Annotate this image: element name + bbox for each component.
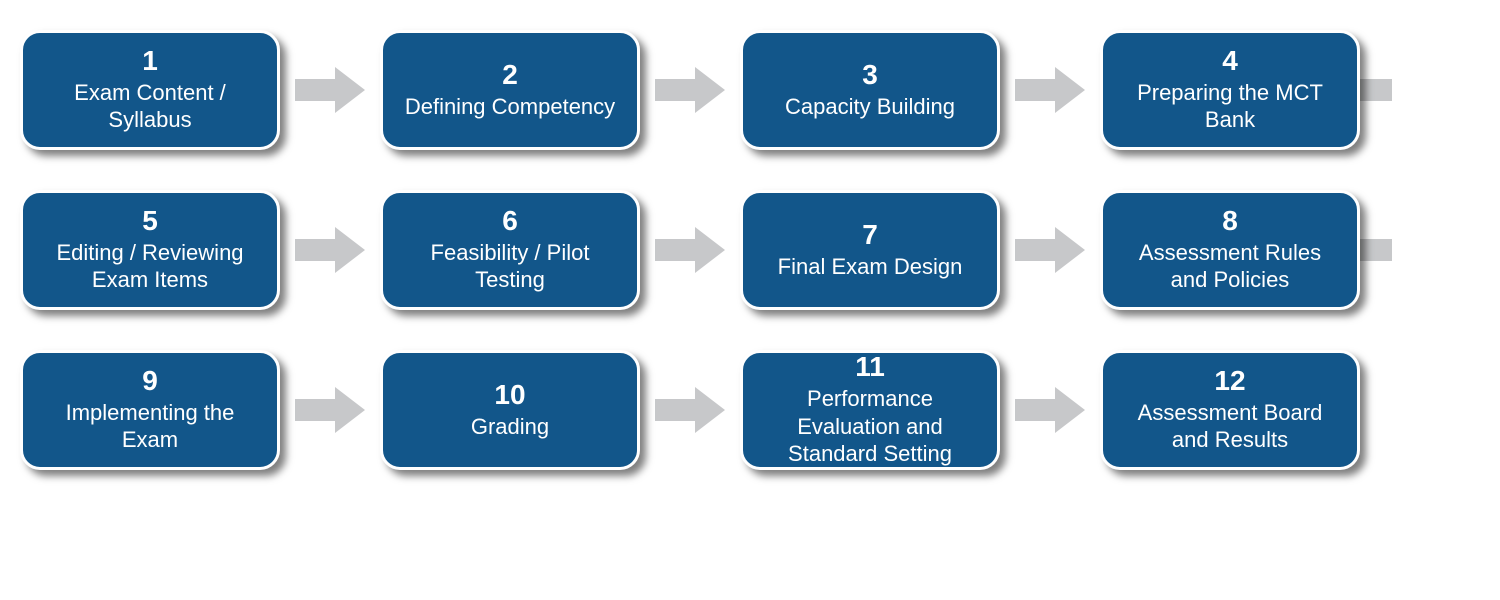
arrow-right-icon [1360, 67, 1393, 113]
arrow-right-icon [1000, 67, 1100, 113]
step-number: 10 [494, 380, 525, 411]
step-box: 11 Performance Evaluation and Standard S… [740, 350, 1000, 470]
arrow-right-icon [1000, 227, 1100, 273]
step-label: Performance Evaluation and Standard Sett… [759, 385, 981, 468]
step-number: 2 [502, 60, 518, 91]
step-label: Capacity Building [785, 93, 955, 121]
arrow-right-icon [1000, 387, 1100, 433]
flow-row: 1 Exam Content / Syllabus 2 Defining Com… [20, 30, 1480, 150]
arrow-right-icon [640, 227, 740, 273]
step-number: 4 [1222, 46, 1238, 77]
step-number: 1 [142, 46, 158, 77]
step-box: 2 Defining Competency [380, 30, 640, 150]
process-flow-diagram: 1 Exam Content / Syllabus 2 Defining Com… [20, 30, 1480, 470]
step-number: 12 [1214, 366, 1245, 397]
step-label: Editing / Reviewing Exam Items [39, 239, 261, 294]
step-label: Defining Competency [405, 93, 615, 121]
arrow-right-icon [1360, 227, 1393, 273]
step-box: 1 Exam Content / Syllabus [20, 30, 280, 150]
step-label: Assessment Rules and Policies [1119, 239, 1341, 294]
step-box: 5 Editing / Reviewing Exam Items [20, 190, 280, 310]
arrow-right-icon [280, 67, 380, 113]
step-number: 3 [862, 60, 878, 91]
step-box: 6 Feasibility / Pilot Testing [380, 190, 640, 310]
step-box: 10 Grading [380, 350, 640, 470]
flow-row: 9 Implementing the Exam 10 Grading 11 Pe… [20, 350, 1480, 470]
step-label: Assessment Board and Results [1119, 399, 1341, 454]
step-box: 12 Assessment Board and Results [1100, 350, 1360, 470]
flow-row: 5 Editing / Reviewing Exam Items 6 Feasi… [20, 190, 1480, 310]
step-number: 9 [142, 366, 158, 397]
arrow-right-icon [640, 387, 740, 433]
arrow-right-icon [280, 227, 380, 273]
step-number: 5 [142, 206, 158, 237]
arrow-right-icon [640, 67, 740, 113]
step-box: 7 Final Exam Design [740, 190, 1000, 310]
step-number: 11 [855, 352, 885, 383]
step-number: 8 [1222, 206, 1238, 237]
step-box: 8 Assessment Rules and Policies [1100, 190, 1360, 310]
arrow-right-icon [280, 387, 380, 433]
step-label: Feasibility / Pilot Testing [399, 239, 621, 294]
step-label: Implementing the Exam [39, 399, 261, 454]
step-label: Grading [471, 413, 549, 441]
step-box: 4 Preparing the MCT Bank [1100, 30, 1360, 150]
step-number: 7 [862, 220, 878, 251]
step-box: 3 Capacity Building [740, 30, 1000, 150]
step-number: 6 [502, 206, 518, 237]
step-box: 9 Implementing the Exam [20, 350, 280, 470]
step-label: Exam Content / Syllabus [39, 79, 261, 134]
step-label: Preparing the MCT Bank [1119, 79, 1341, 134]
step-label: Final Exam Design [778, 253, 963, 281]
